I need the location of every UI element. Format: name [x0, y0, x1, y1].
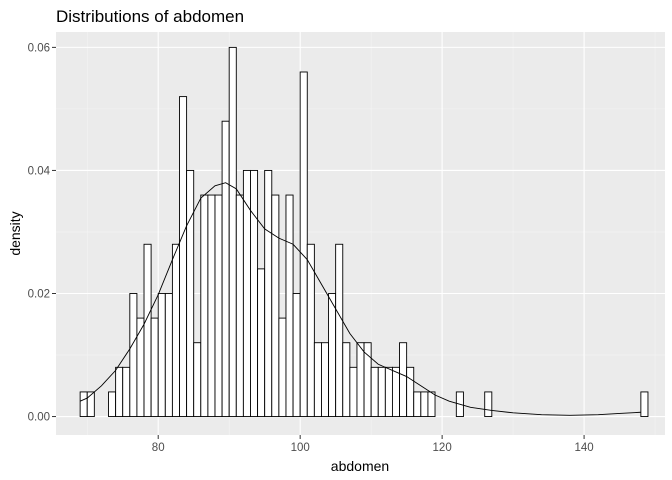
- histogram-bar: [299, 71, 308, 417]
- histogram-bar: [108, 391, 117, 417]
- histogram-bars: [79, 46, 649, 417]
- histogram-bar: [150, 317, 159, 417]
- histogram-bar: [384, 366, 393, 417]
- histogram-bar: [86, 391, 95, 417]
- histogram-bar: [228, 46, 237, 417]
- y-tick-label: 0.02: [28, 288, 50, 300]
- histogram-bar: [391, 366, 400, 417]
- histogram-bar: [171, 243, 180, 417]
- x-tick-label: 100: [291, 442, 310, 454]
- histogram-bar: [193, 342, 202, 417]
- histogram-bar: [129, 293, 138, 417]
- histogram-bar: [342, 342, 351, 417]
- y-tick-label: 0.04: [28, 165, 51, 177]
- histogram-bar: [306, 243, 315, 417]
- histogram-bar: [427, 391, 436, 417]
- histogram-bar: [271, 194, 280, 417]
- histogram-bar: [363, 342, 372, 417]
- histogram-bar: [235, 194, 244, 417]
- histogram-bar: [221, 120, 230, 417]
- histogram-bar: [399, 342, 408, 417]
- density-curve: [79, 182, 641, 416]
- histogram-bar: [207, 194, 216, 417]
- x-tick-label: 80: [152, 442, 165, 454]
- histogram-bar: [377, 366, 386, 417]
- histogram-bar: [335, 243, 344, 417]
- y-tick-label: 0.06: [28, 42, 50, 54]
- histogram-bar: [200, 194, 209, 417]
- histogram-bar: [250, 169, 259, 417]
- histogram-bar: [143, 243, 152, 417]
- histogram-bar: [122, 366, 131, 417]
- histogram-bar: [292, 293, 301, 417]
- histogram-bar: [356, 342, 365, 417]
- x-tick-label: 120: [433, 442, 452, 454]
- histogram-bar: [370, 366, 379, 417]
- histogram-bar: [349, 366, 358, 417]
- histogram-bar: [157, 293, 166, 417]
- histogram-bar: [186, 169, 195, 417]
- histogram-bar: [164, 293, 173, 417]
- x-tick-label: 140: [574, 442, 593, 454]
- histogram-bar: [484, 391, 493, 417]
- histogram-bar: [413, 391, 422, 417]
- histogram-bar: [79, 391, 88, 417]
- histogram-bar: [136, 317, 145, 417]
- histogram-bar: [257, 268, 266, 417]
- histogram-bar: [179, 96, 188, 417]
- histogram-bar: [115, 366, 124, 417]
- histogram-bar: [313, 342, 322, 417]
- x-axis-ticks: 80 100 120 140: [152, 435, 594, 454]
- histogram-bar: [242, 169, 251, 417]
- histogram-bar: [420, 391, 429, 417]
- histogram-bar: [640, 391, 649, 417]
- histogram-bar: [278, 317, 287, 417]
- y-axis-title: density: [7, 211, 23, 255]
- x-axis-title: abdomen: [331, 458, 389, 474]
- histogram-bar: [214, 194, 223, 417]
- chart-title: Distributions of abdomen: [56, 7, 244, 26]
- y-tick-label: 0.00: [28, 412, 50, 424]
- histogram-bar: [264, 169, 273, 417]
- histogram-bar: [285, 194, 294, 417]
- histogram-bar: [321, 342, 330, 417]
- y-axis-ticks: 0.00 0.02 0.04 0.06: [28, 42, 56, 424]
- histogram-bar: [328, 293, 337, 417]
- histogram-bar: [406, 366, 415, 417]
